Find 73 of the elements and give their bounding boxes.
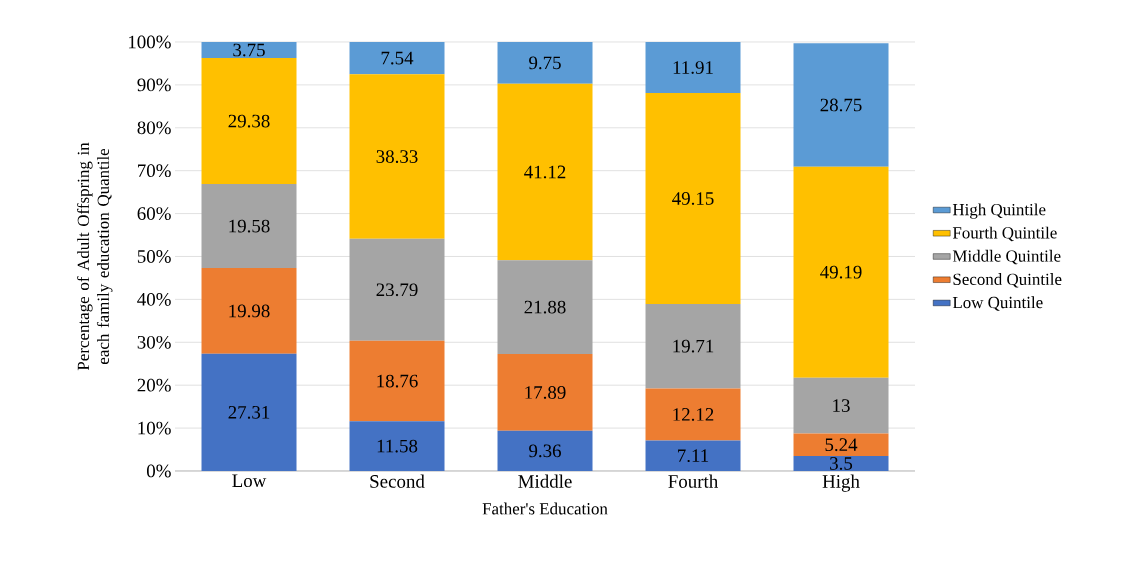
bar — [201, 268, 297, 354]
data-label: 17.89 — [525, 386, 566, 399]
bar — [201, 41, 297, 59]
x-tick-label: High — [822, 474, 860, 492]
bar — [645, 41, 741, 94]
data-label: 21.88 — [524, 300, 566, 314]
data-label: 19.71 — [673, 339, 714, 353]
bar — [793, 166, 889, 378]
data-label: 9.36 — [529, 444, 561, 458]
y-axis-title: Percentage of Adult Offspring in each family education Quantile — [76, 142, 113, 371]
y-tick-label: 70% — [138, 164, 171, 178]
bar — [497, 41, 593, 84]
bar — [793, 433, 889, 456]
bar — [793, 377, 889, 434]
x-axis-title: Father's Education — [482, 502, 608, 515]
bar — [497, 83, 593, 261]
bar — [349, 340, 445, 422]
x-tick-label: Fourth — [668, 474, 719, 488]
bar — [497, 430, 593, 471]
bar — [645, 303, 741, 389]
x-tick-label: Middle — [518, 474, 572, 488]
bar — [349, 238, 445, 341]
y-tick-label: 20% — [137, 378, 171, 392]
bar — [645, 388, 741, 441]
bar — [497, 260, 593, 355]
data-label: 12.12 — [673, 408, 714, 421]
bar — [201, 58, 297, 185]
data-label: 28.75 — [820, 98, 862, 112]
bar — [349, 421, 445, 471]
data-label: 41.12 — [524, 165, 566, 179]
data-label: 5.24 — [825, 438, 858, 452]
legend-label: Low Quintile — [952, 296, 1043, 311]
y-tick-label: 90% — [137, 78, 171, 92]
data-label: 18.76 — [377, 374, 418, 388]
data-label: 9.75 — [529, 56, 561, 70]
y-tick-label: 10% — [138, 421, 171, 435]
bar — [349, 41, 445, 75]
data-label: 7.54 — [381, 51, 414, 65]
data-label: 3.75 — [233, 43, 265, 57]
data-label: 7.11 — [678, 449, 709, 463]
y-tick-label: 50% — [137, 250, 171, 263]
bar — [349, 74, 445, 239]
y-tick-label: 60% — [137, 207, 171, 220]
data-label: 11.91 — [673, 61, 713, 74]
bar — [645, 440, 741, 471]
legend-label: Second Quintile — [953, 273, 1062, 288]
y-tick-label: 80% — [137, 121, 171, 135]
x-tick-label: Second — [370, 474, 425, 488]
data-label: 38.33 — [376, 150, 418, 163]
data-label: 23.79 — [376, 283, 418, 297]
data-label: 49.15 — [672, 192, 714, 205]
data-label: 3.5 — [830, 457, 853, 470]
bar — [645, 93, 741, 304]
bar — [201, 184, 297, 269]
data-label: 19.58 — [229, 219, 270, 233]
data-label: 11.58 — [377, 439, 418, 453]
data-label: 27.31 — [228, 406, 270, 419]
bar — [793, 455, 889, 471]
bar — [497, 354, 593, 431]
data-label: 13 — [833, 399, 850, 412]
legend-label: Fourth Quintile — [952, 226, 1057, 242]
y-tick-label: 0% — [146, 464, 171, 478]
data-label: 49.19 — [820, 265, 862, 279]
bar — [793, 43, 889, 167]
data-label: 29.38 — [228, 114, 270, 128]
y-tick-label: 30% — [137, 335, 171, 349]
legend-label: Middle Quintile — [952, 249, 1061, 265]
legend-label: High Quintile — [952, 203, 1046, 219]
x-tick-label: Low — [232, 474, 267, 488]
bar — [201, 353, 297, 471]
data-label: 19.98 — [229, 304, 270, 318]
y-tick-label: 100% — [128, 35, 171, 49]
y-tick-label: 40% — [137, 292, 171, 306]
